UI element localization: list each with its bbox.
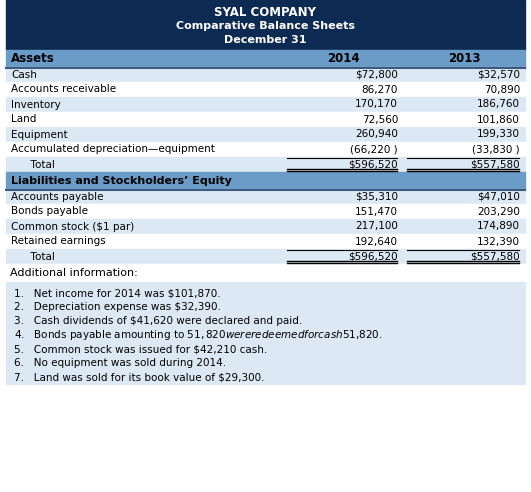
Bar [6, 249, 525, 264]
Text: 199,330: 199,330 [477, 129, 520, 140]
Text: Retained earnings: Retained earnings [11, 237, 106, 246]
Text: Assets: Assets [11, 52, 55, 65]
Text: Additional information:: Additional information: [10, 268, 138, 278]
Text: Land: Land [11, 115, 37, 124]
Text: $32,570: $32,570 [477, 69, 520, 80]
Text: 101,860: 101,860 [477, 115, 520, 124]
Text: 1.   Net income for 2014 was $101,870.: 1. Net income for 2014 was $101,870. [14, 288, 220, 298]
Text: $557,580: $557,580 [470, 251, 520, 262]
Bar [6, 67, 525, 68]
Text: 170,170: 170,170 [355, 99, 398, 110]
Bar [6, 189, 525, 204]
Text: 3.   Cash dividends of $41,620 were declared and paid.: 3. Cash dividends of $41,620 were declar… [14, 316, 302, 326]
Text: $47,010: $47,010 [477, 191, 520, 202]
Bar [6, 82, 525, 97]
Text: 6.   No equipment was sold during 2014.: 6. No equipment was sold during 2014. [14, 358, 226, 368]
Text: 192,640: 192,640 [355, 237, 398, 246]
Bar [6, 142, 525, 157]
Text: 70,890: 70,890 [484, 85, 520, 94]
Text: 260,940: 260,940 [355, 129, 398, 140]
Text: 217,100: 217,100 [355, 221, 398, 232]
Text: Inventory: Inventory [11, 99, 61, 110]
Text: Accounts receivable: Accounts receivable [11, 85, 116, 94]
Text: $35,310: $35,310 [355, 191, 398, 202]
Bar [6, 189, 525, 190]
Bar [6, 234, 525, 249]
Text: Equipment: Equipment [11, 129, 67, 140]
Text: $557,580: $557,580 [470, 159, 520, 170]
Bar [6, 157, 525, 172]
Text: (66,220 ): (66,220 ) [350, 145, 398, 154]
Text: 5.   Common stock was issued for $42,210 cash.: 5. Common stock was issued for $42,210 c… [14, 344, 267, 354]
Text: Accounts payable: Accounts payable [11, 191, 104, 202]
Text: (33,830 ): (33,830 ) [473, 145, 520, 154]
Text: 2014: 2014 [327, 52, 359, 65]
Text: Comparative Balance Sheets: Comparative Balance Sheets [176, 21, 355, 31]
Text: Bonds payable: Bonds payable [11, 207, 88, 216]
Text: 2013: 2013 [448, 52, 480, 65]
Text: Common stock ($1 par): Common stock ($1 par) [11, 221, 134, 232]
Bar [6, 50, 525, 67]
Text: 7.   Land was sold for its book value of $29,300.: 7. Land was sold for its book value of $… [14, 372, 264, 382]
Text: 186,760: 186,760 [477, 99, 520, 110]
Text: Total: Total [24, 159, 55, 170]
Text: 4.   Bonds payable amounting to $51,820 were redeemed for cash $51,820.: 4. Bonds payable amounting to $51,820 we… [14, 328, 382, 342]
Text: 174,890: 174,890 [477, 221, 520, 232]
Text: 151,470: 151,470 [355, 207, 398, 216]
Text: Accumulated depreciation—equipment: Accumulated depreciation—equipment [11, 145, 215, 154]
Bar [6, 127, 525, 142]
Text: $596,520: $596,520 [348, 251, 398, 262]
Bar [6, 112, 525, 127]
Bar [6, 264, 525, 282]
Text: Liabilities and Stockholders’ Equity: Liabilities and Stockholders’ Equity [11, 176, 232, 185]
Text: 72,560: 72,560 [362, 115, 398, 124]
Bar [6, 204, 525, 219]
Text: Total: Total [24, 251, 55, 262]
Text: $72,800: $72,800 [355, 69, 398, 80]
Bar [6, 219, 525, 234]
Text: 203,290: 203,290 [477, 207, 520, 216]
Bar [6, 282, 525, 384]
Text: 2.   Depreciation expense was $32,390.: 2. Depreciation expense was $32,390. [14, 302, 221, 312]
Text: $596,520: $596,520 [348, 159, 398, 170]
Bar [6, 172, 525, 189]
Text: December 31: December 31 [224, 35, 307, 45]
Text: 86,270: 86,270 [362, 85, 398, 94]
Text: 132,390: 132,390 [477, 237, 520, 246]
Bar [6, 67, 525, 82]
Text: Cash: Cash [11, 69, 37, 80]
Bar [6, 97, 525, 112]
Text: SYAL COMPANY: SYAL COMPANY [215, 5, 316, 19]
Bar [6, 0, 525, 50]
